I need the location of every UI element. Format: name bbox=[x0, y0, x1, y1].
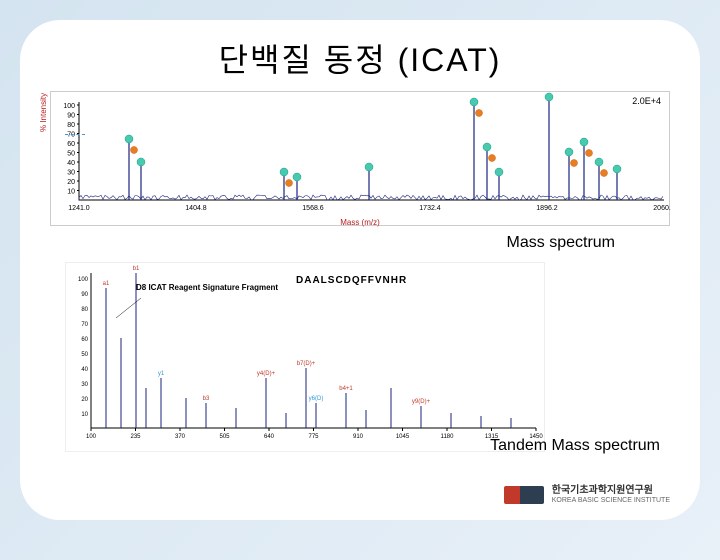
svg-text:60: 60 bbox=[67, 141, 75, 148]
svg-text:40: 40 bbox=[67, 160, 75, 167]
svg-text:370: 370 bbox=[175, 434, 186, 440]
svg-text:30: 30 bbox=[81, 382, 88, 388]
svg-text:b3: b3 bbox=[203, 396, 210, 402]
svg-text:y9(D)+: y9(D)+ bbox=[412, 399, 431, 405]
svg-text:50: 50 bbox=[81, 352, 88, 358]
svg-text:80: 80 bbox=[67, 122, 75, 129]
svg-text:505: 505 bbox=[219, 434, 230, 440]
svg-text:b7(D)+: b7(D)+ bbox=[297, 361, 316, 367]
svg-text:b4+1: b4+1 bbox=[339, 386, 353, 392]
x-axis-label: Mass (m/z) bbox=[340, 218, 380, 227]
svg-text:1404.8: 1404.8 bbox=[185, 205, 207, 212]
svg-text:2060.0: 2060.0 bbox=[653, 205, 671, 212]
footer: 한국기초과학지원연구원 KOREA BASIC SCIENCE INSTITUT… bbox=[504, 485, 670, 505]
svg-text:1045: 1045 bbox=[396, 434, 410, 440]
tandem-ms-chart: D8 ICAT Reagent Signature Fragment DAALS… bbox=[65, 262, 545, 452]
svg-text:70: 70 bbox=[81, 322, 88, 328]
indicator-line bbox=[65, 134, 85, 135]
ms-plot: 10 20 30 40 50 60 70 80 90 100 1241.0 1404.8 1568.6 1… bbox=[51, 92, 671, 227]
svg-text:910: 910 bbox=[353, 434, 364, 440]
svg-text:20: 20 bbox=[81, 397, 88, 403]
svg-text:10: 10 bbox=[67, 189, 75, 196]
org-name-en: KOREA BASIC SCIENCE INSTITUTE bbox=[552, 497, 670, 505]
kbsi-logo bbox=[504, 486, 544, 504]
svg-text:100: 100 bbox=[86, 434, 97, 440]
svg-text:a1: a1 bbox=[103, 281, 110, 287]
svg-text:100: 100 bbox=[78, 277, 89, 283]
svg-text:235: 235 bbox=[130, 434, 141, 440]
svg-text:y1: y1 bbox=[158, 371, 165, 377]
fragment-label: D8 ICAT Reagent Signature Fragment bbox=[136, 283, 278, 292]
svg-text:40: 40 bbox=[81, 367, 88, 373]
tandem-ms-label: Tandem Mass spectrum bbox=[490, 437, 660, 455]
svg-text:1241.0: 1241.0 bbox=[68, 205, 90, 212]
svg-text:b1: b1 bbox=[133, 266, 140, 272]
svg-text:y4(D)+: y4(D)+ bbox=[257, 371, 276, 377]
svg-text:1896.2: 1896.2 bbox=[536, 205, 558, 212]
svg-text:y6(D): y6(D) bbox=[309, 396, 324, 402]
svg-text:60: 60 bbox=[81, 337, 88, 343]
svg-text:90: 90 bbox=[81, 292, 88, 298]
page-title: 단백질 동정 (ICAT) bbox=[45, 35, 675, 81]
svg-text:640: 640 bbox=[264, 434, 275, 440]
org-text: 한국기초과학지원연구원 KOREA BASIC SCIENCE INSTITUT… bbox=[552, 485, 670, 505]
intensity-annotation: 2.0E+4 bbox=[632, 96, 661, 106]
mass-spectrum-chart: % Intensity 2.0E+4 102030405060708090100… bbox=[50, 91, 670, 226]
svg-text:775: 775 bbox=[308, 434, 319, 440]
mass-spectrum-label: Mass spectrum bbox=[45, 234, 615, 252]
svg-text:10: 10 bbox=[81, 412, 88, 418]
svg-text:50: 50 bbox=[67, 151, 75, 158]
svg-text:1180: 1180 bbox=[441, 434, 455, 440]
svg-text:90: 90 bbox=[67, 113, 75, 120]
peptide-sequence: DAALSCDQFFVNHR bbox=[296, 275, 407, 286]
svg-text:100: 100 bbox=[63, 103, 75, 110]
svg-text:1732.4: 1732.4 bbox=[419, 205, 441, 212]
y-axis-label: % Intensity bbox=[39, 93, 48, 132]
svg-text:30: 30 bbox=[67, 170, 75, 177]
svg-text:1568.6: 1568.6 bbox=[302, 205, 324, 212]
org-name-kr: 한국기초과학지원연구원 bbox=[552, 485, 670, 497]
svg-text:70: 70 bbox=[67, 132, 75, 139]
svg-text:20: 20 bbox=[67, 179, 75, 186]
svg-text:80: 80 bbox=[81, 307, 88, 313]
